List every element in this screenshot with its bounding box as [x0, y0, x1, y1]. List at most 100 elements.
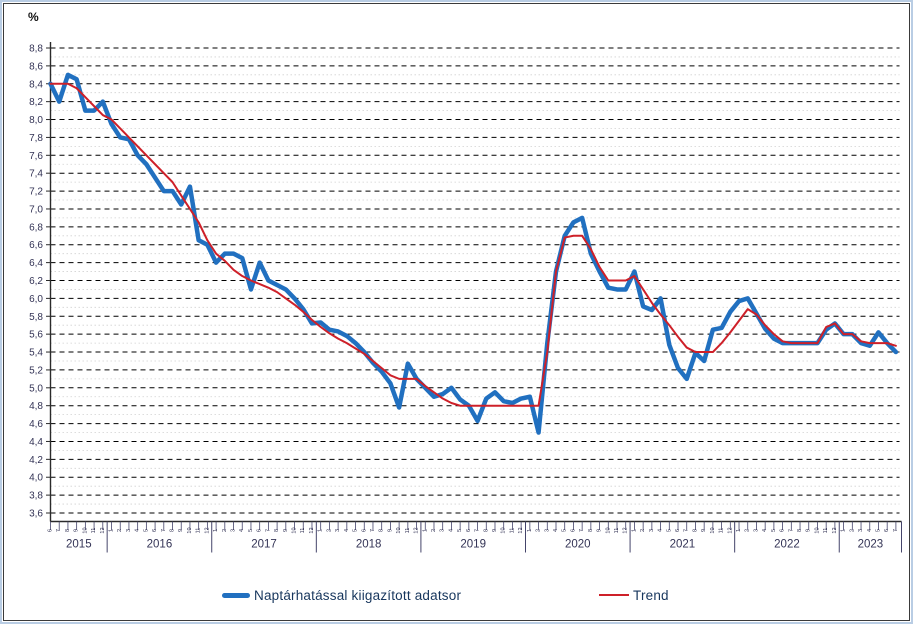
svg-text:1: 1 [213, 529, 219, 532]
svg-text:2022: 2022 [774, 539, 800, 551]
svg-text:1: 1 [736, 529, 742, 532]
trend-series-line-swatch [599, 593, 629, 597]
svg-text:6: 6 [257, 529, 263, 532]
legend-label-adjusted: Naptárhatással kiigazított adatsor [254, 587, 462, 603]
svg-text:11: 11 [196, 528, 202, 534]
svg-text:11: 11 [300, 528, 306, 534]
svg-text:6,4: 6,4 [29, 258, 43, 269]
svg-text:4: 4 [762, 529, 768, 532]
chart-legend: Naptárhatással kiigazított adatsor Trend [4, 585, 909, 611]
svg-text:3,8: 3,8 [29, 491, 43, 502]
svg-text:10: 10 [501, 527, 507, 533]
svg-text:11: 11 [614, 528, 620, 534]
svg-text:3: 3 [649, 529, 655, 532]
svg-text:5,4: 5,4 [29, 348, 43, 359]
svg-text:10: 10 [605, 527, 611, 533]
chart-frame: % 3,6 3,8 4,0 4,2 4,4 4,6 4,8 5,0 5,2 5,4 5,6 5,8 6,… [3, 3, 910, 621]
svg-text:6,8: 6,8 [29, 222, 43, 233]
svg-text:5,2: 5,2 [29, 365, 43, 376]
svg-text:12: 12 [204, 527, 210, 533]
svg-text:8: 8 [274, 529, 280, 532]
svg-text:2021: 2021 [670, 539, 696, 551]
svg-text:4: 4 [135, 529, 141, 532]
svg-text:5,0: 5,0 [29, 383, 43, 394]
adjusted-series-line-swatch [222, 592, 250, 598]
svg-text:4: 4 [553, 529, 559, 532]
svg-text:8,0: 8,0 [29, 115, 43, 126]
svg-text:4: 4 [239, 529, 245, 532]
svg-text:8,8: 8,8 [29, 44, 43, 55]
svg-text:7: 7 [579, 529, 585, 532]
svg-text:2015: 2015 [66, 539, 92, 551]
svg-text:2: 2 [117, 529, 123, 532]
svg-text:11: 11 [405, 528, 411, 534]
svg-text:8: 8 [797, 529, 803, 532]
svg-text:12: 12 [623, 527, 629, 533]
svg-text:2023: 2023 [858, 539, 884, 551]
svg-text:4,4: 4,4 [29, 437, 43, 448]
svg-text:6: 6 [361, 529, 367, 532]
svg-text:10: 10 [814, 527, 820, 533]
svg-text:4,8: 4,8 [29, 401, 43, 412]
svg-text:7: 7 [56, 529, 62, 532]
svg-text:7: 7 [161, 529, 167, 532]
svg-text:6: 6 [466, 529, 472, 532]
svg-text:12: 12 [518, 527, 524, 533]
svg-text:5: 5 [248, 529, 254, 532]
svg-text:11: 11 [719, 528, 725, 534]
svg-text:5: 5 [457, 529, 463, 532]
svg-text:1: 1 [109, 529, 115, 532]
svg-text:8,4: 8,4 [29, 79, 43, 90]
svg-text:2: 2 [536, 529, 542, 532]
svg-text:11: 11 [823, 528, 829, 534]
svg-text:7: 7 [684, 529, 690, 532]
svg-text:4,0: 4,0 [29, 473, 43, 484]
svg-text:2020: 2020 [565, 539, 591, 551]
svg-text:3: 3 [544, 529, 550, 532]
svg-text:6: 6 [48, 529, 54, 532]
svg-text:5: 5 [771, 529, 777, 532]
svg-text:7: 7 [370, 529, 376, 532]
svg-text:3: 3 [440, 529, 446, 532]
svg-text:1: 1 [631, 529, 637, 532]
svg-text:10: 10 [292, 527, 298, 533]
svg-text:9: 9 [387, 529, 393, 532]
svg-text:1: 1 [527, 529, 533, 532]
svg-text:4,2: 4,2 [29, 455, 43, 466]
svg-text:6,2: 6,2 [29, 276, 43, 287]
svg-text:1: 1 [841, 529, 847, 532]
svg-text:5: 5 [562, 529, 568, 532]
svg-text:2: 2 [222, 529, 228, 532]
svg-text:12: 12 [100, 527, 106, 533]
svg-text:2: 2 [431, 529, 437, 532]
svg-text:1: 1 [318, 529, 324, 532]
svg-text:12: 12 [727, 527, 733, 533]
svg-text:8: 8 [379, 529, 385, 532]
svg-text:2019: 2019 [460, 539, 486, 551]
svg-text:7,8: 7,8 [29, 133, 43, 144]
svg-text:8: 8 [692, 529, 698, 532]
svg-text:8: 8 [170, 529, 176, 532]
svg-text:9: 9 [492, 529, 498, 532]
svg-text:7: 7 [265, 529, 271, 532]
y-axis-unit-label: % [28, 10, 39, 24]
svg-text:8: 8 [483, 529, 489, 532]
svg-text:10: 10 [187, 527, 193, 533]
legend-item-trend: Trend [599, 585, 669, 605]
svg-text:12: 12 [414, 527, 420, 533]
svg-text:12: 12 [832, 527, 838, 533]
svg-text:7,4: 7,4 [29, 169, 43, 180]
svg-text:6,0: 6,0 [29, 294, 43, 305]
svg-text:7: 7 [788, 529, 794, 532]
svg-text:3: 3 [858, 529, 864, 532]
svg-text:12: 12 [309, 527, 315, 533]
svg-text:5: 5 [666, 529, 672, 532]
svg-text:4: 4 [867, 529, 873, 532]
svg-text:9: 9 [701, 529, 707, 532]
svg-text:5: 5 [143, 529, 149, 532]
svg-text:4: 4 [344, 529, 350, 532]
svg-text:10: 10 [82, 527, 88, 533]
legend-item-adjusted: Naptárhatással kiigazított adatsor [222, 585, 461, 605]
svg-text:11: 11 [91, 528, 97, 534]
